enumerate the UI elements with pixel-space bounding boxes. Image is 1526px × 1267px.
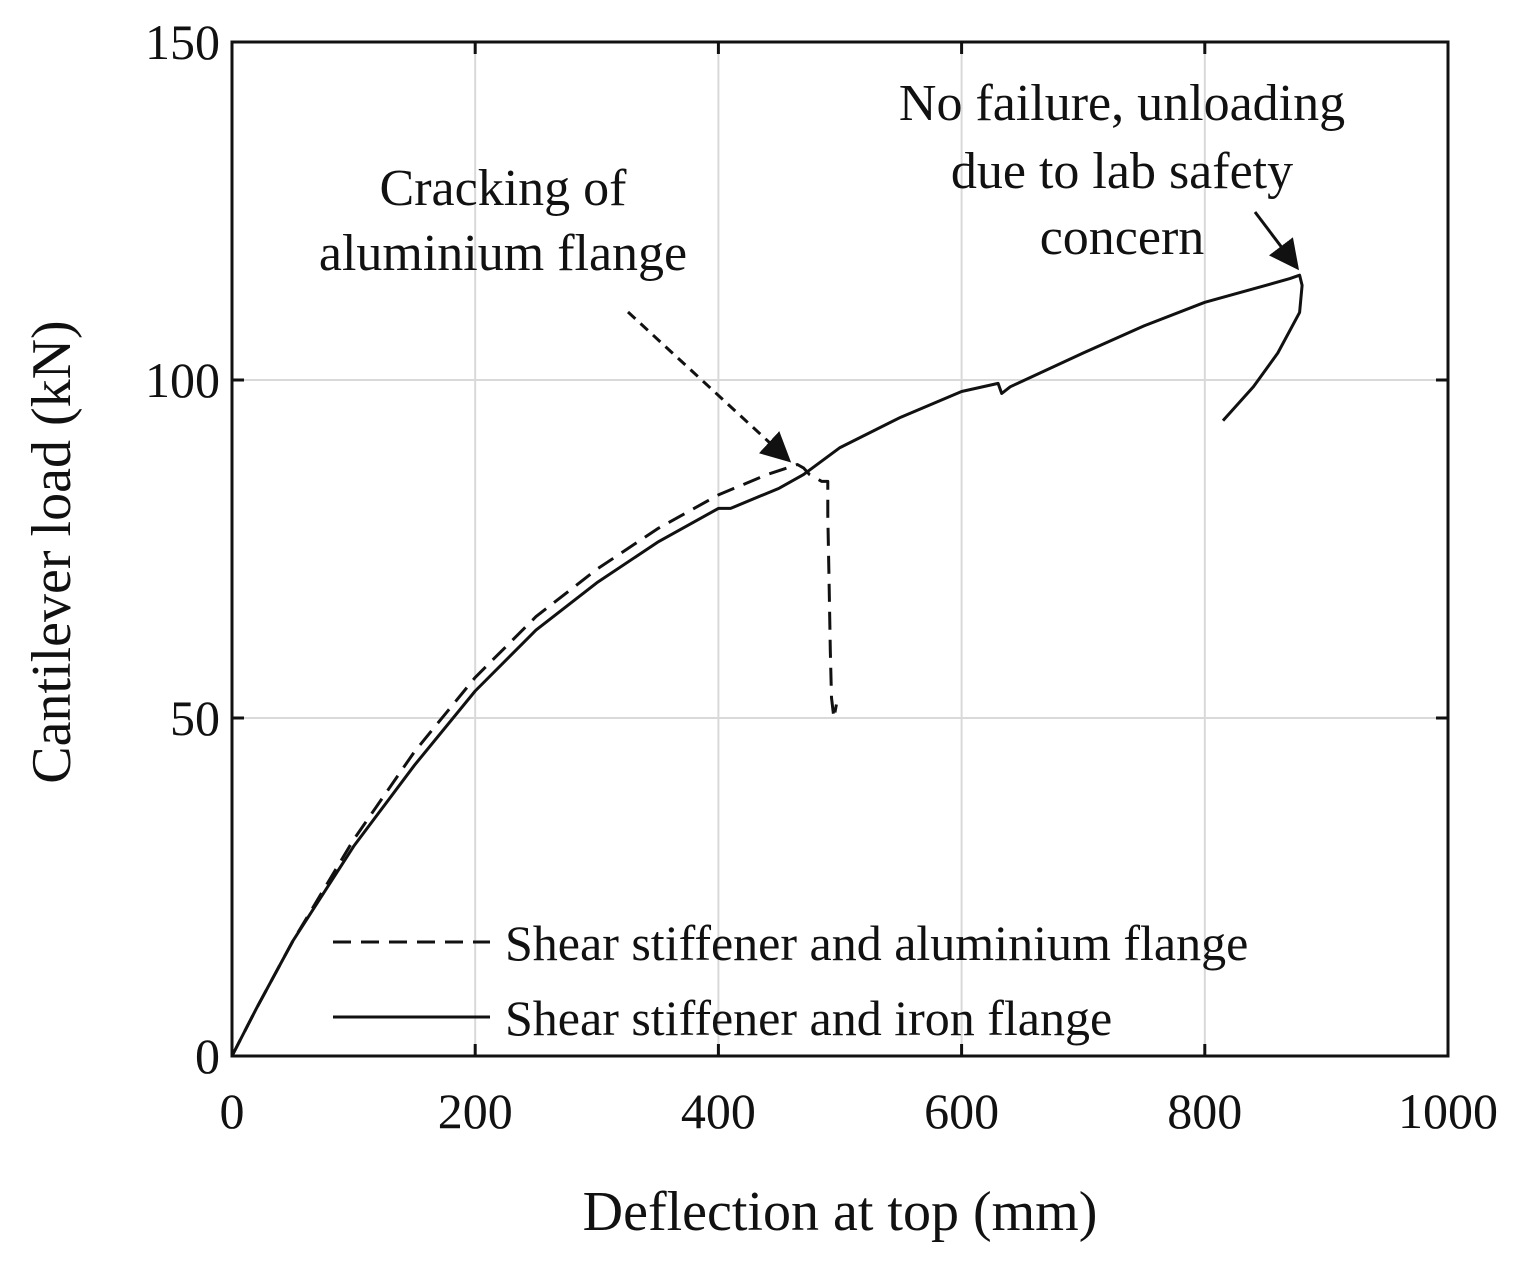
plot-frame [230, 40, 1450, 1058]
x-tick-label: 600 [924, 1083, 999, 1139]
annotation-cracking: Cracking of aluminium flange [319, 160, 792, 463]
legend: Shear stiffener and aluminium flange She… [333, 915, 1248, 1046]
annotation-cracking-arrow [626, 310, 792, 463]
x-tick-label: 200 [438, 1083, 513, 1139]
annotation-cracking-line-1: Cracking of [380, 160, 628, 217]
annotation-no-failure-line-3: concern [1040, 209, 1205, 266]
annotation-no-failure: No failure, unloading due to lab safety … [899, 75, 1345, 271]
y-tick-labels: 0 50 100 150 [145, 14, 220, 1084]
tick-marks [230, 40, 1450, 1058]
x-tick-label: 1000 [1398, 1083, 1498, 1139]
legend-label-iron: Shear stiffener and iron flange [505, 990, 1112, 1046]
x-tick-label: 400 [681, 1083, 756, 1139]
y-tick-label: 100 [145, 352, 220, 408]
annotation-cracking-line-2: aluminium flange [319, 225, 687, 282]
annotation-no-failure-line-1: No failure, unloading [899, 75, 1345, 132]
y-tick-label: 0 [195, 1028, 220, 1084]
series-aluminium-flange-line [230, 463, 838, 1057]
series-iron-flange-line [230, 273, 1304, 1057]
annotation-no-failure-line-2: due to lab safety [951, 143, 1293, 200]
grid [232, 42, 1448, 1056]
annotation-no-failure-arrow [1253, 211, 1300, 271]
x-tick-label: 800 [1167, 1083, 1242, 1139]
series-layer [230, 273, 1304, 1057]
legend-label-aluminium: Shear stiffener and aluminium flange [505, 915, 1248, 971]
y-axis-title: Cantilever load (kN) [21, 320, 83, 783]
y-tick-label: 150 [145, 14, 220, 70]
x-tick-labels: 0 200 400 600 800 1000 [220, 1083, 1499, 1139]
x-tick-label: 0 [220, 1083, 245, 1139]
x-axis-title: Deflection at top (mm) [583, 1181, 1098, 1243]
y-tick-label: 50 [170, 690, 220, 746]
